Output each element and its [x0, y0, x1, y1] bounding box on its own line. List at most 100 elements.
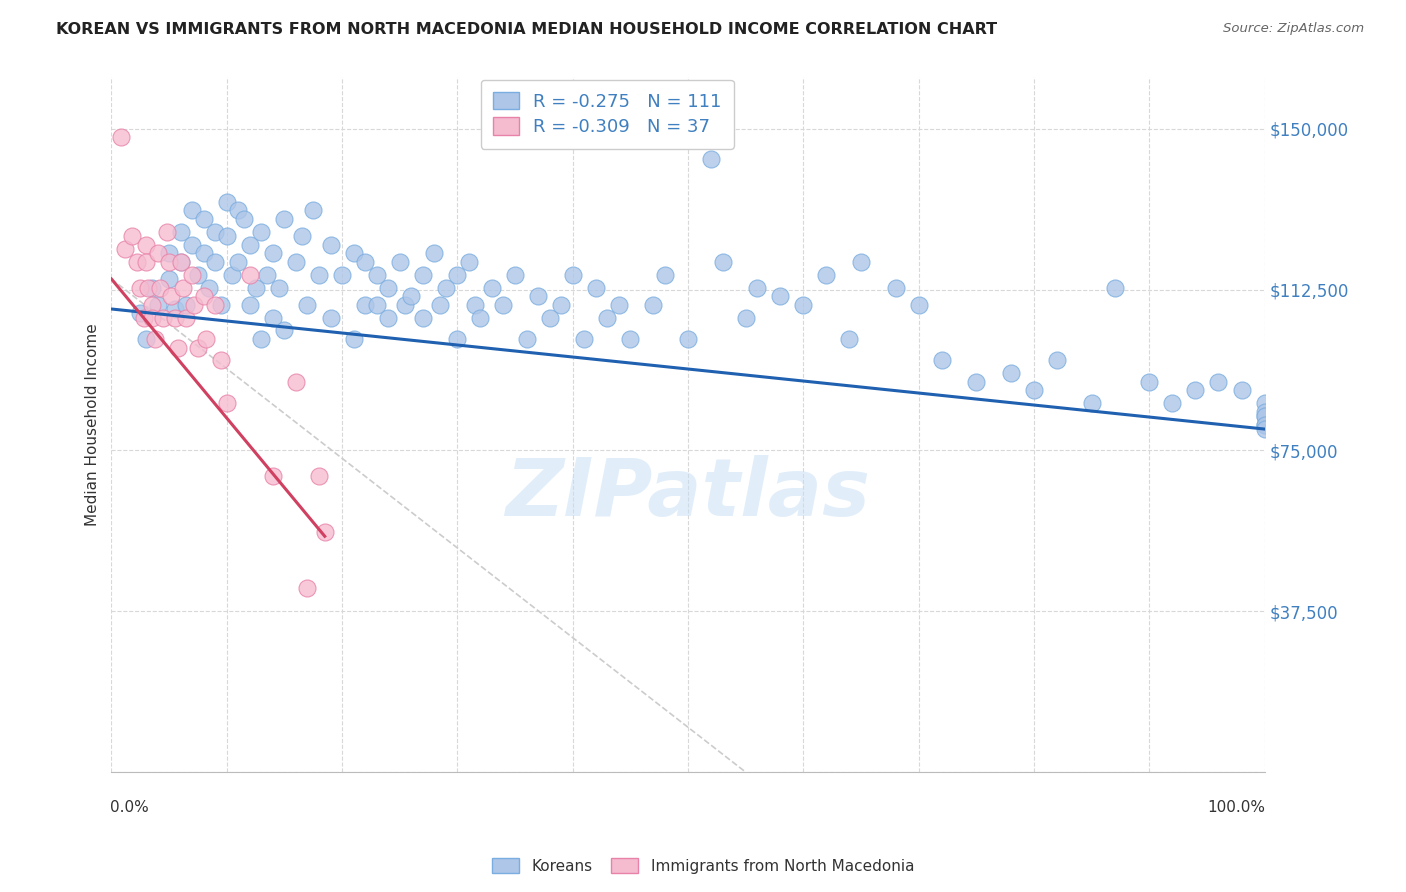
Point — [157, 255, 180, 269]
Point — [388, 255, 411, 269]
Point — [125, 255, 148, 269]
Point — [194, 332, 217, 346]
Point — [815, 268, 838, 282]
Point — [169, 255, 191, 269]
Text: KOREAN VS IMMIGRANTS FROM NORTH MACEDONIA MEDIAN HOUSEHOLD INCOME CORRELATION CH: KOREAN VS IMMIGRANTS FROM NORTH MACEDONI… — [56, 22, 997, 37]
Point — [163, 310, 186, 325]
Point — [262, 246, 284, 260]
Point — [141, 280, 163, 294]
Point — [446, 332, 468, 346]
Point — [907, 298, 929, 312]
Point — [267, 280, 290, 294]
Point — [399, 289, 422, 303]
Point — [470, 310, 492, 325]
Point — [129, 306, 152, 320]
Point — [412, 310, 434, 325]
Point — [1022, 384, 1045, 398]
Point — [129, 280, 152, 294]
Point — [143, 332, 166, 346]
Point — [135, 255, 157, 269]
Point — [884, 280, 907, 294]
Point — [354, 255, 377, 269]
Point — [1208, 375, 1230, 389]
Point — [607, 298, 630, 312]
Point — [931, 353, 953, 368]
Point — [273, 211, 295, 226]
Point — [141, 298, 163, 312]
Point — [342, 246, 364, 260]
Point — [187, 268, 209, 282]
Point — [481, 280, 503, 294]
Point — [239, 237, 262, 252]
Point — [297, 298, 319, 312]
Point — [204, 255, 226, 269]
Point — [1137, 375, 1160, 389]
Point — [172, 280, 194, 294]
Point — [209, 353, 232, 368]
Point — [262, 310, 284, 325]
Point — [284, 375, 307, 389]
Point — [574, 332, 596, 346]
Point — [239, 268, 262, 282]
Point — [354, 298, 377, 312]
Point — [366, 298, 388, 312]
Point — [429, 298, 451, 312]
Point — [423, 246, 446, 260]
Point — [1253, 417, 1275, 432]
Point — [1253, 417, 1275, 432]
Point — [157, 246, 180, 260]
Point — [377, 280, 399, 294]
Point — [181, 268, 204, 282]
Point — [1080, 396, 1102, 410]
Point — [1046, 353, 1069, 368]
Point — [146, 246, 169, 260]
Point — [1253, 396, 1275, 410]
Y-axis label: Median Household Income: Median Household Income — [86, 324, 100, 526]
Point — [734, 310, 756, 325]
Point — [176, 298, 198, 312]
Point — [209, 298, 232, 312]
Point — [366, 268, 388, 282]
Point — [160, 289, 183, 303]
Point — [239, 298, 262, 312]
Point — [193, 289, 215, 303]
Point — [308, 469, 330, 483]
Point — [221, 268, 243, 282]
Point — [330, 268, 353, 282]
Point — [1253, 409, 1275, 424]
Point — [314, 524, 336, 539]
Point — [215, 396, 238, 410]
Point — [1253, 405, 1275, 419]
Point — [412, 268, 434, 282]
Point — [141, 310, 163, 325]
Point — [273, 323, 295, 337]
Point — [308, 268, 330, 282]
Point — [169, 255, 191, 269]
Point — [215, 194, 238, 209]
Point — [146, 298, 169, 312]
Point — [965, 375, 987, 389]
Point — [132, 310, 155, 325]
Point — [446, 268, 468, 282]
Point — [319, 237, 342, 252]
Point — [176, 310, 198, 325]
Point — [262, 469, 284, 483]
Point — [193, 246, 215, 260]
Text: ZIPatlas: ZIPatlas — [506, 455, 870, 533]
Point — [1161, 396, 1184, 410]
Point — [187, 341, 209, 355]
Point — [377, 310, 399, 325]
Legend: R = -0.275   N = 111, R = -0.309   N = 37: R = -0.275 N = 111, R = -0.309 N = 37 — [481, 79, 734, 149]
Point — [619, 332, 641, 346]
Point — [1184, 384, 1206, 398]
Point — [434, 280, 457, 294]
Point — [181, 237, 204, 252]
Point — [747, 280, 769, 294]
Point — [121, 229, 143, 244]
Text: 100.0%: 100.0% — [1208, 800, 1265, 815]
Point — [152, 310, 174, 325]
Point — [297, 581, 319, 595]
Point — [596, 310, 619, 325]
Point — [149, 280, 172, 294]
Point — [538, 310, 561, 325]
